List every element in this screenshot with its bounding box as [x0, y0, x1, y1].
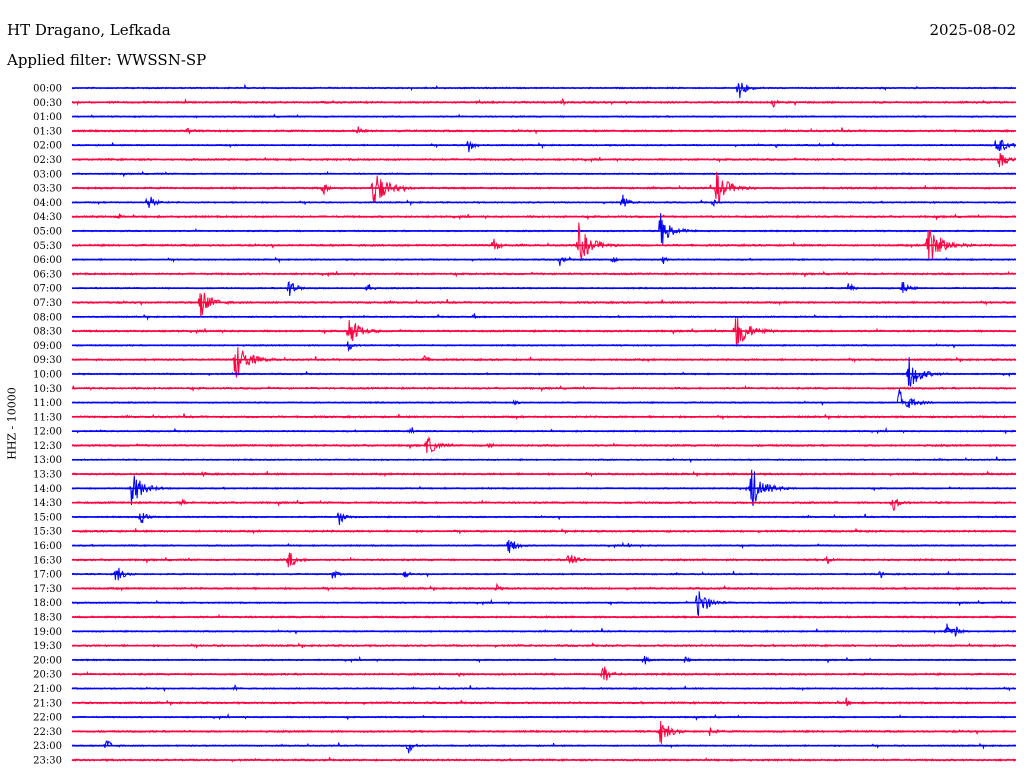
- row-time-label: 13:00: [33, 455, 62, 466]
- trace-row-0700: [71, 281, 1016, 297]
- row-time-label: 02:30: [33, 155, 62, 166]
- row-time-label: 20:30: [33, 670, 62, 681]
- row-time-label: 04:00: [33, 198, 62, 209]
- row-time-label: 18:30: [33, 613, 62, 624]
- trace-row-1600: [71, 539, 1017, 553]
- row-time-label: 15:00: [33, 512, 62, 523]
- row-time-label: 02:00: [33, 141, 62, 152]
- row-time-label: 08:00: [33, 312, 62, 323]
- trace-row-1900: [71, 623, 1016, 637]
- row-time-label: 10:30: [33, 384, 62, 395]
- row-time-label: 06:00: [33, 255, 62, 266]
- row-time-label: 01:30: [33, 126, 62, 137]
- trace-row-1000: [71, 357, 1017, 387]
- trace-row-0200: [71, 139, 1017, 153]
- row-time-label: 17:30: [33, 584, 62, 595]
- row-time-label: 08:30: [33, 327, 62, 338]
- date-label: 2025-08-02: [929, 21, 1016, 39]
- row-time-label: 21:00: [33, 684, 62, 695]
- row-time-label: 07:30: [33, 298, 62, 309]
- row-time-label: 22:00: [33, 713, 62, 724]
- row-time-label: 03:00: [33, 169, 62, 180]
- filter-label: Applied filter: WWSSN-SP: [7, 51, 207, 69]
- row-time-label: 12:30: [33, 441, 62, 452]
- row-time-label: 01:00: [33, 112, 62, 123]
- row-time-label: 20:00: [33, 655, 62, 666]
- trace-row-0330: [71, 171, 1016, 204]
- row-time-label: 05:30: [33, 241, 62, 252]
- row-time-label: 07:00: [33, 284, 62, 295]
- row-time-label: 19:30: [33, 641, 62, 652]
- row-time-label: 21:30: [33, 698, 62, 709]
- trace-row-0600: [71, 256, 1017, 266]
- trace-row-0400: [71, 194, 1016, 208]
- row-time-label: 11:30: [33, 412, 62, 423]
- row-time-label: 04:30: [33, 212, 62, 223]
- row-time-label: 23:00: [33, 741, 62, 752]
- row-time-label: 19:00: [33, 627, 62, 638]
- row-time-label: 05:00: [33, 226, 62, 237]
- trace-row-0730: [71, 292, 1016, 317]
- trace-row-1500: [71, 512, 1016, 525]
- trace-row-0130: [71, 126, 1016, 135]
- row-time-label: 11:00: [33, 398, 62, 409]
- row-time-label: 03:30: [33, 184, 62, 195]
- trace-row-2300: [71, 740, 1017, 754]
- row-time-label: 14:00: [33, 484, 62, 495]
- row-time-label: 06:30: [33, 269, 62, 280]
- row-time-label: 23:30: [33, 756, 62, 767]
- row-time-label: 10:00: [33, 369, 62, 380]
- row-time-label: 00:00: [33, 84, 62, 95]
- trace-row-1430: [71, 498, 1017, 512]
- row-time-label: 13:30: [33, 470, 62, 481]
- trace-row-2130: [71, 697, 1017, 707]
- row-time-label: 09:00: [33, 341, 62, 352]
- row-time-label: 00:30: [33, 98, 62, 109]
- trace-row-1730: [71, 582, 1016, 592]
- row-time-label: 17:00: [33, 570, 62, 581]
- trace-row-0000: [71, 82, 1016, 99]
- row-time-label: 18:00: [33, 598, 62, 609]
- trace-row-2230: [71, 720, 1017, 744]
- trace-row-1100: [71, 388, 1016, 409]
- row-time-label: 12:00: [33, 427, 62, 438]
- trace-row-0530: [71, 222, 1016, 261]
- trace-row-1200: [71, 426, 1016, 435]
- row-time-label: 16:00: [33, 541, 62, 552]
- row-time-label: 22:30: [33, 727, 62, 738]
- row-time-label: 16:30: [33, 555, 62, 566]
- row-time-label: 15:30: [33, 527, 62, 538]
- row-time-label: 14:30: [33, 498, 62, 509]
- station-title: HT Dragano, Lefkada: [7, 21, 171, 39]
- row-time-label: 09:30: [33, 355, 62, 366]
